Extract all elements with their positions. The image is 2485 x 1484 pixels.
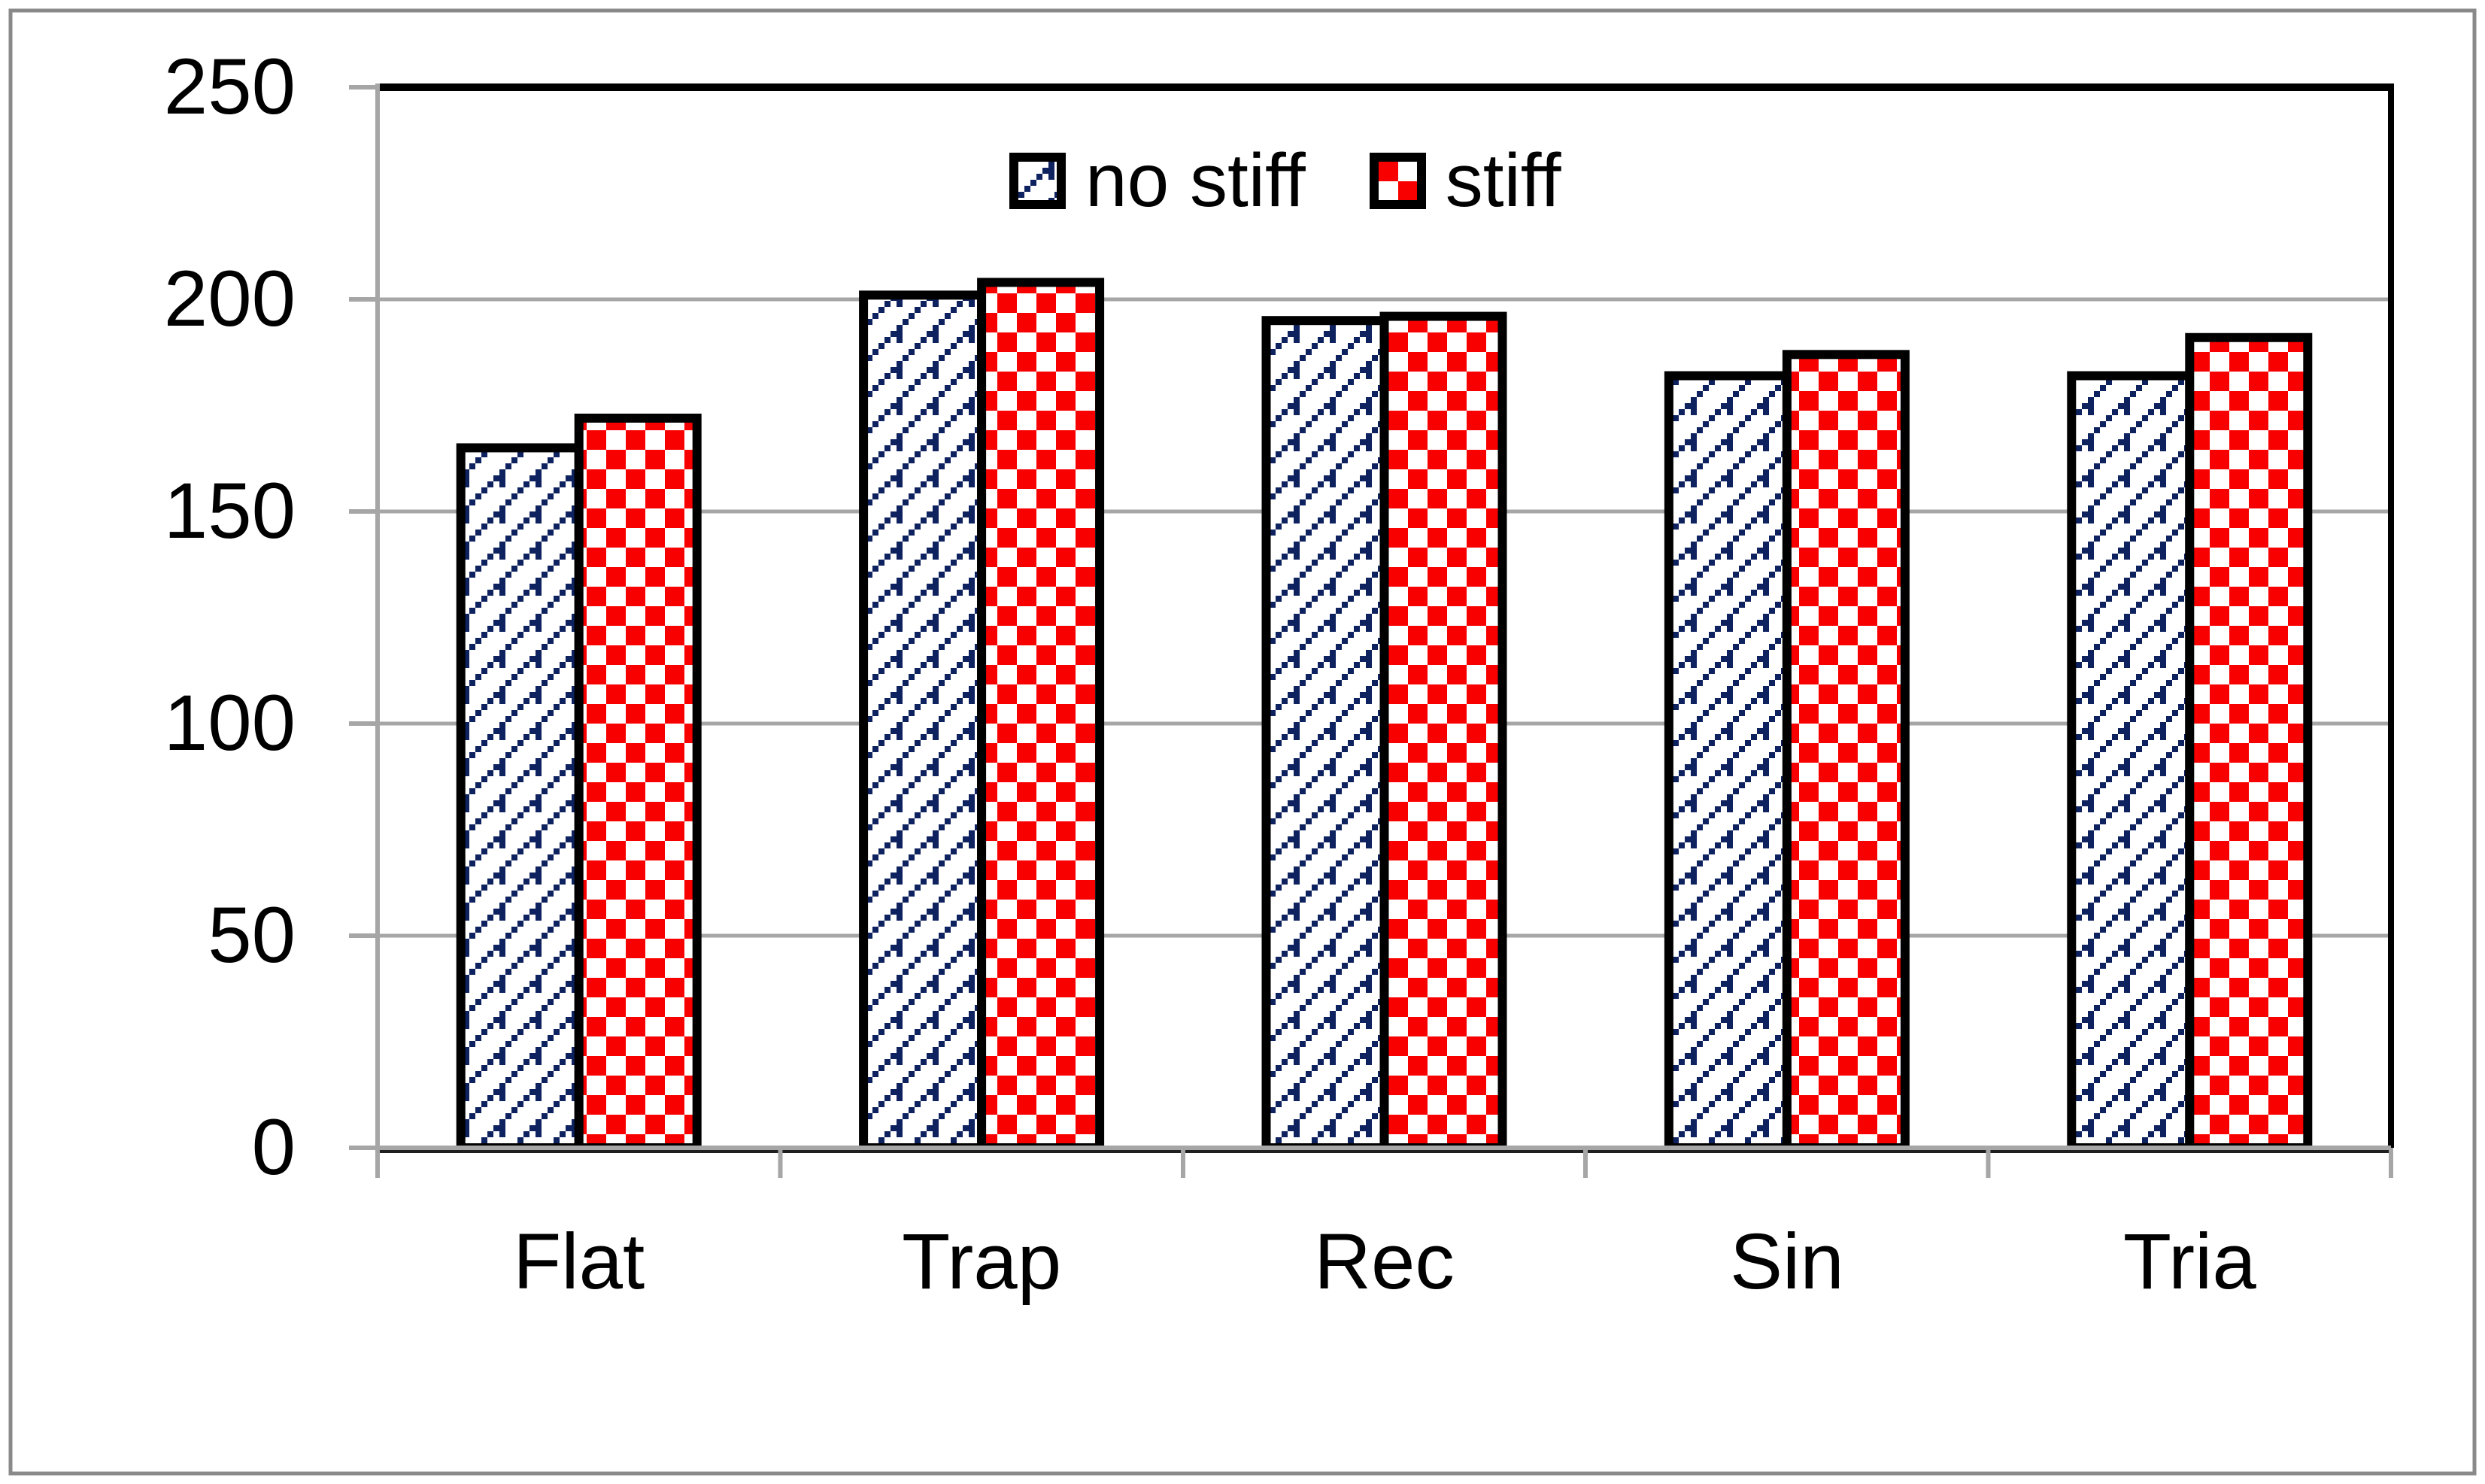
bar-stiff-flat (574, 413, 702, 1152)
y-axis-label-200: 200 (163, 255, 296, 343)
legend-swatch-stiff-icon (1369, 152, 1426, 209)
bar-no-stiff-sin (1664, 371, 1792, 1152)
legend-item-stiff: stiff (1369, 138, 1561, 223)
y-axis-label-0: 0 (251, 1103, 296, 1191)
bar-stiff-tria (2185, 332, 2313, 1152)
figure-border (8, 8, 2477, 1476)
figure-frame (8, 8, 2477, 1476)
bars-layer (456, 278, 2313, 1153)
legend-item-no-stiff: no stiff (1009, 143, 1306, 218)
x-axis-label-flat: Flat (513, 1218, 645, 1306)
bar-stiff-rec (1379, 311, 1507, 1152)
bar-no-stiff-trap (859, 290, 987, 1152)
x-axis-label-trap: Trap (902, 1218, 1062, 1306)
y-axis-label-150: 150 (163, 467, 296, 555)
bar-stiff-trap (977, 278, 1105, 1153)
y-axis-label-100: 100 (163, 679, 296, 767)
legend-label-stiff: stiff (1445, 138, 1561, 223)
legend-label-no-stiff: no stiff (1085, 138, 1306, 223)
bar-no-stiff-rec (1261, 316, 1389, 1153)
x-axis-label-sin: Sin (1730, 1218, 1844, 1306)
bar-stiff-sin (1782, 350, 1910, 1153)
legend-swatch-no-stiff-icon (1009, 152, 1066, 209)
bar-no-stiff-flat (456, 443, 584, 1152)
legend: no stiff stiff (1009, 143, 1561, 218)
y-axis-label-50: 50 (208, 891, 296, 979)
x-axis-label-tria: Tria (2122, 1218, 2256, 1306)
x-axis-label-rec: Rec (1314, 1218, 1455, 1306)
axes-layer (349, 83, 2394, 1178)
bar-no-stiff-tria (2067, 371, 2195, 1152)
y-axis-label-250: 250 (163, 43, 296, 131)
